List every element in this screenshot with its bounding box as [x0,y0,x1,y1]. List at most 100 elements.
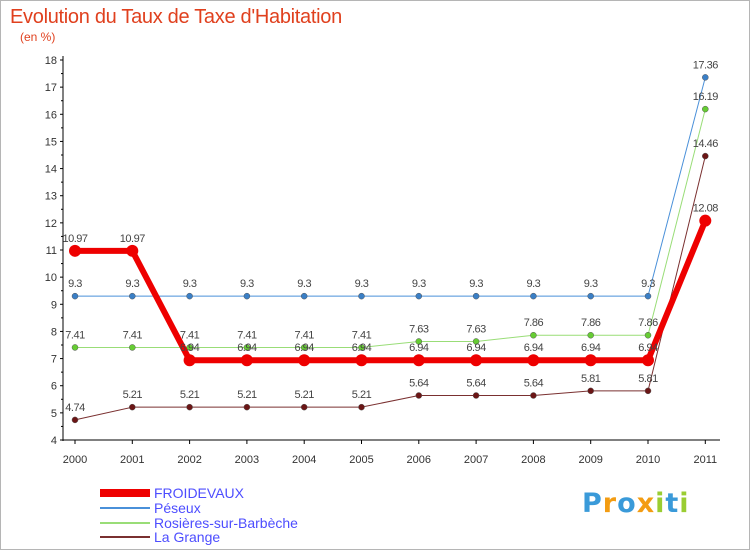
data-label: 6.94 [237,342,257,354]
data-point [358,344,365,351]
logo-letter: o [617,488,637,519]
data-point [644,292,652,300]
x-tick-label: 2005 [349,454,373,466]
data-label: 9.3 [469,278,483,290]
y-tick-label: 18 [45,55,57,67]
data-point [587,292,594,300]
y-tick-label: 16 [45,109,57,121]
data-label: 7.41 [123,329,143,341]
data-point [699,214,712,227]
legend-swatch [100,507,150,509]
y-tick-label: 15 [45,136,57,148]
y-tick-label: 7 [51,354,57,366]
data-point [702,152,709,160]
legend-label: Péseux [154,500,201,516]
x-tick-label: 2001 [120,454,144,466]
data-label: 6.94 [638,342,658,354]
data-point [530,331,537,339]
data-point [358,403,365,411]
data-label: 9.3 [183,278,197,290]
data-label: 9.3 [68,278,82,290]
data-point [415,392,423,399]
data-label: 5.64 [466,377,486,389]
data-label: 7.41 [294,329,314,341]
y-tick-label: 5 [51,408,57,420]
data-point [415,338,423,345]
data-point [530,392,537,399]
logo-letter: P [582,488,603,519]
data-point [530,292,537,300]
data-point [644,387,652,395]
data-label: 6.94 [294,342,314,354]
data-point [126,244,139,257]
y-tick-label: 13 [45,191,57,203]
logo-letter: i [655,488,666,519]
data-point [412,354,425,367]
data-label: 7.63 [409,323,429,335]
data-label: 4.74 [65,402,85,414]
data-label: 5.64 [524,377,544,389]
data-point [243,403,251,411]
data-point [240,354,253,367]
data-label: 10.97 [120,233,145,245]
data-label: 6.94 [466,342,486,354]
x-tick-label: 2000 [63,454,87,466]
data-label: 7.86 [638,317,658,329]
data-point [470,354,483,367]
logo-letter: r [602,488,618,519]
x-tick-label: 2011 [693,454,717,466]
y-tick-label: 4 [51,435,57,447]
data-label: 9.3 [641,278,655,290]
y-tick-label: 8 [51,326,57,338]
data-label: 10.97 [62,233,87,245]
data-point [472,392,480,399]
data-point [300,344,308,351]
data-point [300,292,308,300]
x-tick-label: 2007 [464,454,488,466]
data-point [183,354,196,367]
data-point [243,344,251,351]
y-tick-label: 6 [51,381,57,393]
data-label: 5.64 [409,377,429,389]
proxiti-logo: Proxiti [582,488,690,519]
x-tick-label: 2002 [177,454,201,466]
data-point [702,74,709,81]
y-tick-label: 9 [51,299,57,311]
data-label: 5.21 [180,389,200,401]
data-label: 5.21 [123,389,143,401]
series-line-froidevaux [75,219,709,364]
logo-letter: x [636,488,656,519]
x-tick-label: 2004 [292,454,316,466]
data-point [71,416,79,424]
data-point [702,105,709,113]
data-label: 7.41 [65,329,85,341]
series-line-p-seux [75,77,706,297]
y-tick-label: 11 [46,245,57,257]
legend-label: La Grange [154,529,221,545]
x-tick-label: 2010 [636,454,660,466]
data-label: 7.86 [581,317,601,329]
x-tick-label: 2003 [235,454,259,466]
legend-swatch [100,536,150,538]
data-point [355,354,368,367]
logo-letter: i [679,488,690,519]
data-label: 17.36 [693,59,718,71]
data-label: 5.21 [237,389,257,401]
series-line-la-grange [74,155,706,421]
data-label: 9.3 [584,278,598,290]
data-label: 9.3 [527,278,541,290]
data-point [415,292,423,300]
chart-subtitle: (en %) [20,30,56,44]
data-label: 7.41 [180,329,200,341]
x-tick-label: 2009 [578,454,602,466]
x-tick-label: 2006 [407,454,431,466]
legend-swatch [100,489,150,497]
data-point [527,354,540,367]
data-label: 16.19 [693,91,718,103]
data-point [298,354,311,367]
legend-label: FROIDEVAUX [154,485,244,501]
data-label: 12.08 [693,203,718,215]
x-tick-label: 2008 [521,454,545,466]
data-label: 6.94 [352,342,372,354]
